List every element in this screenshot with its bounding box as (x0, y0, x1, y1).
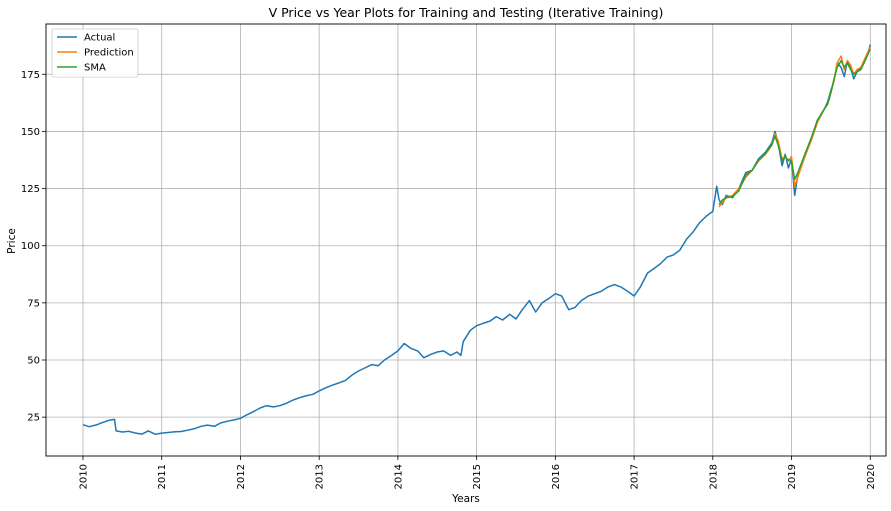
legend: Actual Prediction SMA (51, 28, 139, 78)
y-tick-label: 175 (21, 70, 40, 81)
legend-label: Actual (84, 33, 115, 44)
y-tick-label: 25 (27, 413, 40, 424)
y-tick-label: 125 (21, 184, 40, 195)
y-tick-label: 50 (27, 356, 40, 367)
x-axis-title: Years (451, 493, 480, 505)
y-axis-title: Price (6, 228, 18, 254)
legend-label: SMA (84, 63, 106, 74)
x-tick-label: 2018 (708, 464, 719, 489)
plot-frame (45, 23, 887, 457)
y-tick-label: 75 (27, 298, 40, 309)
axes: 2010 2011 2012 2013 2014 2015 2016 2017 2018 2019… (21, 70, 877, 490)
y-tick-label: 150 (21, 127, 40, 138)
legend-box (51, 28, 139, 78)
series-layer (82, 44, 872, 436)
x-tick-label: 2014 (393, 464, 404, 489)
x-tick-label: 2019 (787, 464, 798, 489)
x-tick-label: 2013 (315, 464, 326, 489)
chart-title: V Price vs Year Plots for Training and T… (269, 5, 664, 20)
x-tick-label: 2010 (79, 464, 90, 489)
x-tick-label: 2016 (551, 464, 562, 489)
y-tick-label: 100 (21, 241, 40, 252)
x-tick-label: 2015 (472, 464, 483, 489)
x-tick-label: 2011 (157, 464, 168, 489)
series-line-sma (718, 48, 871, 206)
x-tick-label: 2017 (630, 464, 641, 489)
x-tick-label: 2012 (236, 464, 247, 489)
grid-lines (46, 24, 886, 456)
legend-label: Prediction (84, 48, 134, 59)
x-tick-label: 2020 (866, 464, 877, 489)
